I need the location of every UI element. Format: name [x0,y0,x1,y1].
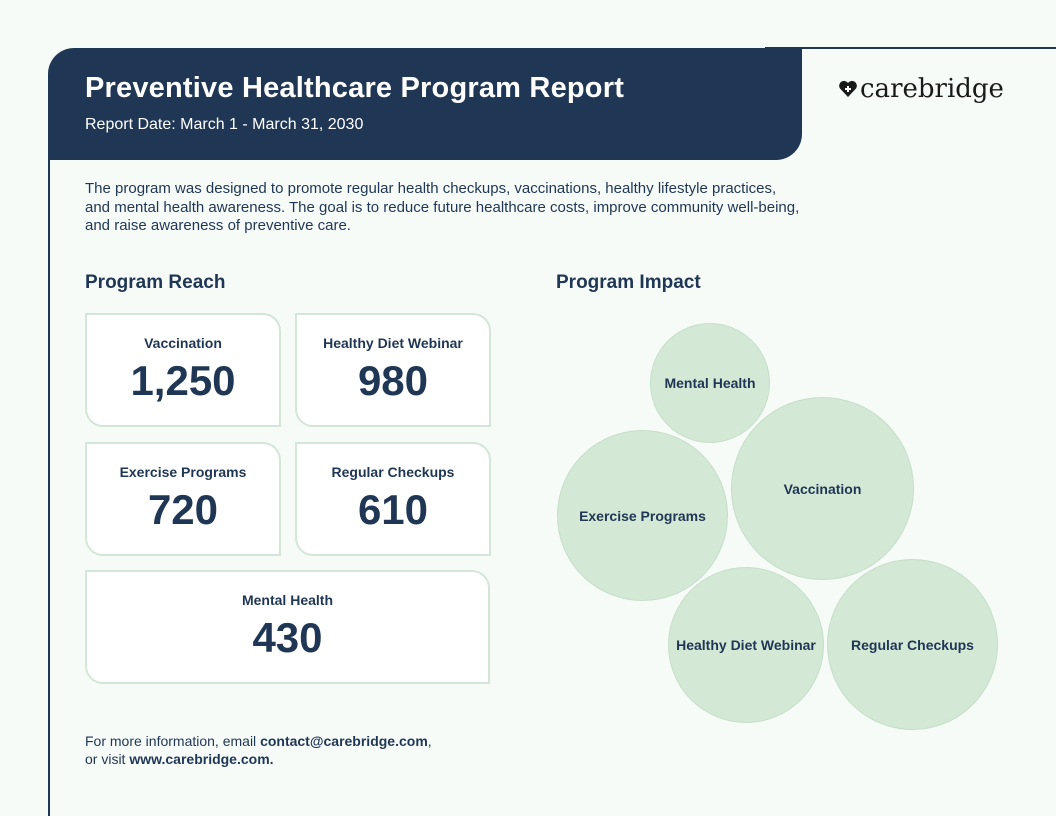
card-value: 610 [357,486,429,533]
card-label: Exercise Programs [119,464,247,480]
reach-card-vaccination: Vaccination 1,250 [85,313,281,427]
report-header: Preventive Healthcare Program Report Rep… [48,48,802,160]
report-date: Report Date: March 1 - March 31, 2030 [85,116,364,133]
reach-card-checkups: Regular Checkups 610 [295,442,491,556]
reach-card-mental-health: Mental Health 430 [85,570,490,684]
card-label: Regular Checkups [331,464,455,480]
heart-plus-icon [839,80,857,97]
program-impact-heading: Program Impact [556,272,701,293]
footer-text-2: or visit [85,751,130,767]
footer-text: For more information, email [85,733,261,749]
card-value: 720 [147,486,219,533]
bubble-exercise-programs: Exercise Programs [557,430,728,601]
contact-footer: For more information, email contact@care… [85,732,432,768]
bubble-mental-health: Mental Health [650,323,770,443]
top-rule [765,47,1056,49]
bubble-healthy-diet-webinar: Healthy Diet Webinar [668,567,824,723]
card-label: Healthy Diet Webinar [323,335,463,351]
card-label: Vaccination [144,335,222,351]
program-reach-heading: Program Reach [85,272,226,293]
reach-card-exercise: Exercise Programs 720 [85,442,281,556]
card-value: 980 [357,357,429,404]
left-rule [48,150,50,816]
contact-email-link[interactable]: contact@carebridge.com [260,733,428,749]
card-value: 1,250 [130,357,236,404]
reach-card-healthy-diet: Healthy Diet Webinar 980 [295,313,491,427]
intro-paragraph: The program was designed to promote regu… [85,180,800,234]
page-title: Preventive Healthcare Program Report [85,72,625,104]
carebridge-logo: carebridge [838,74,1004,104]
card-value: 430 [252,614,323,661]
footer-comma: , [427,733,432,749]
card-label: Mental Health [241,592,333,608]
impact-bubble-chart: Mental Health Vaccination Exercise Progr… [540,310,1020,730]
logo-text: carebridge [860,74,1004,104]
website-link[interactable]: www.carebridge.com. [129,751,274,767]
bubble-vaccination: Vaccination [731,397,914,580]
bubble-regular-checkups: Regular Checkups [827,559,998,730]
